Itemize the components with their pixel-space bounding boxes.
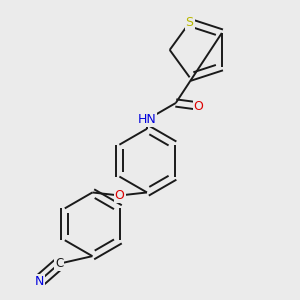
Text: O: O bbox=[115, 189, 124, 202]
Text: HN: HN bbox=[138, 113, 156, 126]
Text: O: O bbox=[194, 100, 203, 112]
Text: N: N bbox=[34, 274, 44, 287]
Text: C: C bbox=[55, 257, 63, 270]
Text: S: S bbox=[186, 16, 194, 29]
